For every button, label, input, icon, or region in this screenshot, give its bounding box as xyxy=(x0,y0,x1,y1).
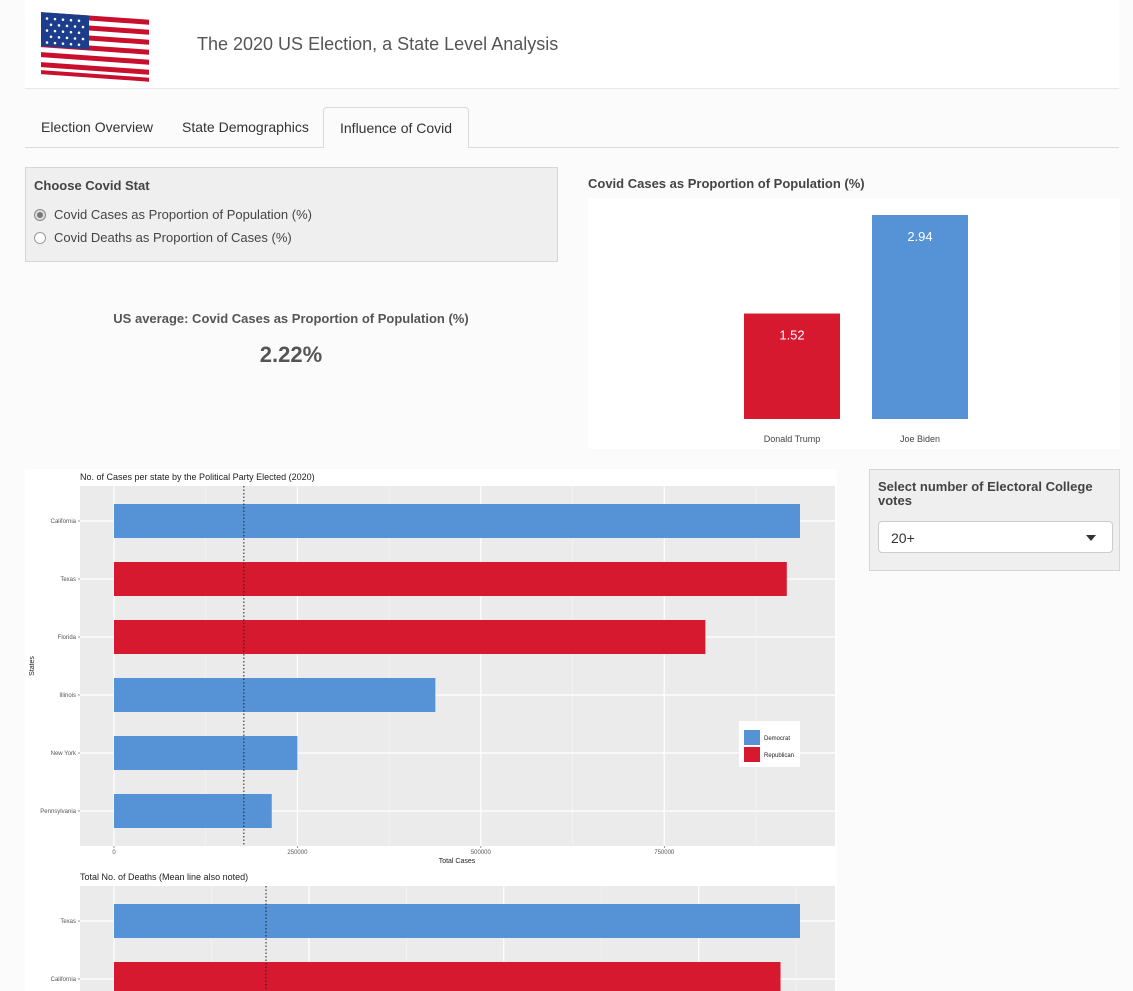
cases-per-state-chart: No. of Cases per state by the Political … xyxy=(25,469,837,869)
electoral-votes-title: Select number of Electoral College votes xyxy=(878,479,1093,508)
electoral-votes-select[interactable]: 20+ xyxy=(878,521,1113,553)
radio-option-cases-label: Covid Cases as Proportion of Population … xyxy=(54,207,312,222)
x-tick-label: Joe Biden xyxy=(900,434,940,444)
tab-election-overview[interactable]: Election Overview xyxy=(41,119,154,135)
legend-label-democrat: Democrat xyxy=(764,736,790,742)
y-axis-title: States xyxy=(29,656,36,676)
y-tick-label: California xyxy=(51,519,77,525)
x-tick-label: Donald Trump xyxy=(764,434,821,444)
us-average-label: US average: Covid Cases as Proportion of… xyxy=(113,311,469,326)
radio-unchecked-icon[interactable] xyxy=(34,231,46,244)
bar-florida xyxy=(114,620,706,654)
x-tick-label: 250000 xyxy=(287,850,308,856)
radio-option-deaths[interactable]: Covid Deaths as Proportion of Cases (%) xyxy=(34,230,292,245)
y-tick-label: Illinois xyxy=(59,693,76,699)
bar-texas xyxy=(114,904,800,938)
y-tick-label: Pennsylvania xyxy=(40,809,76,815)
tab-state-demographics[interactable]: State Demographics xyxy=(182,119,309,135)
bar-california xyxy=(114,962,781,991)
app-header: The 2020 US Election, a State Level Anal… xyxy=(25,0,1119,89)
bar-value-label: 2.94 xyxy=(907,229,932,244)
bar-illinois xyxy=(114,678,436,712)
bar-donald-trump xyxy=(744,313,840,419)
x-tick-label: 0 xyxy=(112,850,116,856)
legend-swatch-democrat xyxy=(744,730,760,745)
y-tick-label: Texas xyxy=(60,577,76,583)
bar-joe-biden xyxy=(872,215,968,419)
app-title: The 2020 US Election, a State Level Anal… xyxy=(197,34,559,54)
x-tick-label: 500000 xyxy=(471,850,492,856)
y-tick-label: New York xyxy=(51,751,77,757)
x-axis-title: Total Cases xyxy=(439,858,476,865)
radio-option-deaths-label: Covid Deaths as Proportion of Cases (%) xyxy=(54,230,292,245)
electoral-votes-panel: Select number of Electoral College votes xyxy=(869,469,1120,571)
bar-california xyxy=(114,504,800,538)
us-flag-logo xyxy=(41,12,149,82)
caret-down-icon xyxy=(1086,535,1096,541)
legend-swatch-republican xyxy=(744,747,760,762)
bar-texas xyxy=(114,562,787,596)
bar-new-york xyxy=(114,736,298,770)
electoral-votes-selected: 20+ xyxy=(891,530,915,546)
tab-bar: Election Overview State Demographics Inf… xyxy=(25,107,1119,148)
radio-option-cases[interactable]: Covid Cases as Proportion of Population … xyxy=(34,207,312,222)
x-tick-label: 750000 xyxy=(654,850,675,856)
deaths-per-state-chart: Total No. of Deaths (Mean line also note… xyxy=(25,869,837,991)
proportion-bar-chart: 1.52 Donald Trump 2.94 Joe Biden xyxy=(588,198,1120,449)
y-tick-label: Texas xyxy=(60,919,76,925)
chart-title: No. of Cases per state by the Political … xyxy=(80,472,315,482)
tab-influence-of-covid[interactable]: Influence of Covid xyxy=(323,107,470,148)
bar-value-label: 1.52 xyxy=(779,328,804,343)
y-tick-label: California xyxy=(51,977,77,983)
covid-stat-title: Choose Covid Stat xyxy=(34,178,150,193)
legend-label-republican: Republican xyxy=(764,753,794,759)
radio-checked-icon[interactable] xyxy=(34,208,46,221)
covid-stat-panel: Choose Covid Stat Covid Cases as Proport… xyxy=(25,167,558,262)
y-tick-label: Florida xyxy=(58,635,77,641)
plot-panel xyxy=(80,486,835,846)
bar-pennsylvania xyxy=(114,794,272,828)
chart-background xyxy=(588,198,1120,449)
us-average-value: 2.22% xyxy=(259,342,323,367)
chart-title: Total No. of Deaths (Mean line also note… xyxy=(80,872,248,882)
proportion-chart-title: Covid Cases as Proportion of Population … xyxy=(588,176,865,191)
